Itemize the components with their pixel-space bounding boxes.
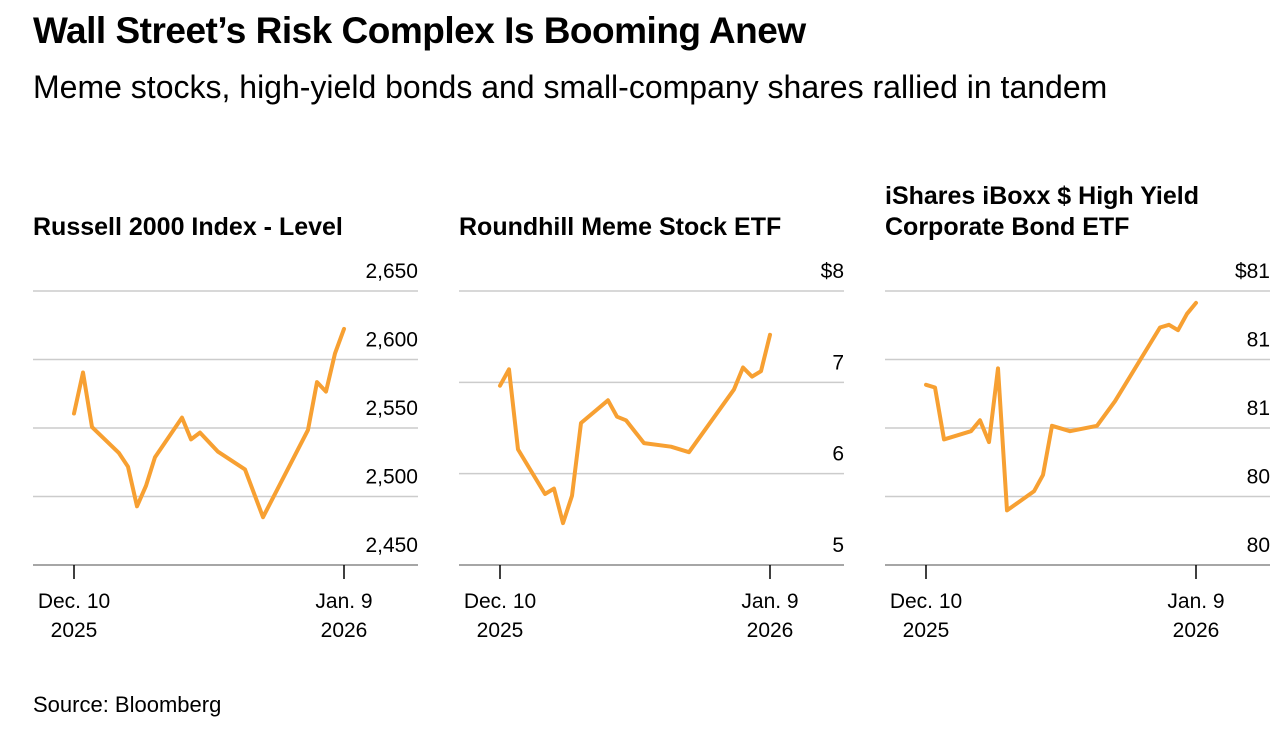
y-tick-label: 80 — [1247, 466, 1270, 489]
y-tick-label: 2,650 — [365, 260, 418, 283]
y-tick-label: 2,500 — [365, 466, 418, 489]
panel-russell-2000: Russell 2000 Index - Level 2,450 2,500 2,5… — [33, 185, 423, 655]
x-tick-label: Dec. 10 — [890, 590, 962, 613]
panel-meme-etf: Roundhill Meme Stock ETF 5 6 7 $8 Dec. 10 202… — [459, 185, 849, 655]
y-tick-label: $81 — [1235, 260, 1270, 283]
panel-title: Roundhill Meme Stock ETF — [459, 213, 782, 241]
y-tick-label: 81 — [1247, 329, 1270, 352]
x-tick-label: Jan. 9 — [741, 590, 798, 613]
chart-title: Wall Street’s Risk Complex Is Booming An… — [33, 10, 806, 51]
y-tick-label: 2,550 — [365, 397, 418, 420]
y-tick-label: 81 — [1247, 397, 1270, 420]
series-line — [72, 326, 346, 520]
x-tick-label: 2026 — [321, 619, 368, 642]
x-tick-label: Jan. 9 — [315, 590, 372, 613]
y-tick-label: 6 — [832, 443, 844, 466]
y-tick-label: 2,450 — [365, 534, 418, 557]
series-line — [924, 300, 1198, 513]
x-tick-label: 2025 — [903, 619, 950, 642]
x-tick-label: 2026 — [747, 619, 794, 642]
x-tick-label: Dec. 10 — [464, 590, 536, 613]
x-tick-label: 2025 — [51, 619, 98, 642]
plot-russell-2000: 2,450 2,500 2,550 2,600 2,650 Dec. 10 2025 Jan.… — [33, 260, 418, 642]
chart-subtitle: Meme stocks, high-yield bonds and small-… — [33, 69, 1108, 105]
x-tick-label: Jan. 9 — [1167, 590, 1224, 613]
x-tick-label: 2025 — [477, 619, 524, 642]
x-tick-label: 2026 — [1173, 619, 1220, 642]
y-tick-label: 80 — [1247, 534, 1270, 557]
y-tick-label: 2,600 — [365, 329, 418, 352]
source-note: Source: Bloomberg — [33, 692, 222, 717]
y-tick-label: $8 — [821, 260, 844, 283]
panel-high-yield-etf: iShares iBoxx $ High Yield Corporate Bon… — [885, 182, 1275, 655]
x-tick-label: Dec. 10 — [38, 590, 110, 613]
plot-high-yield-etf: 80 80 81 81 $81 Dec. 10 2025 Jan. 9 2026 — [885, 260, 1270, 642]
panel-title: Russell 2000 Index - Level — [33, 213, 343, 241]
y-tick-label: 5 — [832, 534, 844, 557]
plot-meme-etf: 5 6 7 $8 Dec. 10 2025 Jan. 9 2026 — [459, 260, 844, 642]
panel-title: iShares iBoxx $ High Yield Corporate Bon… — [885, 182, 1200, 241]
y-tick-label: 7 — [832, 351, 844, 374]
series-line — [498, 332, 772, 526]
